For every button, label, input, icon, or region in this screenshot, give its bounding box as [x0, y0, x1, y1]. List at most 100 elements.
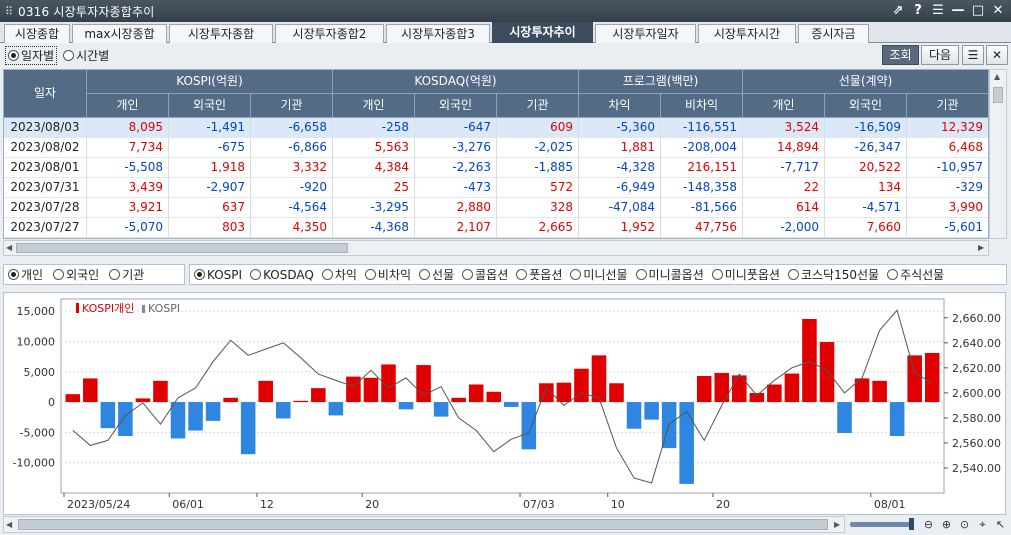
investor-radio[interactable]: 개인	[8, 266, 43, 283]
tab-market-summary[interactable]: 시장종합	[4, 24, 70, 43]
col-kosdaq-individual[interactable]: 개인	[333, 94, 415, 118]
bar	[135, 398, 151, 403]
crosshair-icon[interactable]: ⌖	[979, 518, 986, 531]
tab-investor-trend[interactable]: 시장투자추이	[492, 22, 593, 43]
market-radio-label: 미니선물	[583, 268, 628, 282]
bar	[889, 402, 905, 437]
help-icon[interactable]: ?	[914, 3, 922, 18]
col-kospi-foreign[interactable]: 외국인	[169, 94, 251, 118]
market-radio[interactable]: KOSDAQ	[250, 268, 314, 282]
market-radio[interactable]: 풋옵션	[516, 266, 562, 283]
table-row[interactable]: 2023/08/01 -5,508 1,918 3,332 4,384 -2,263 -1,…	[4, 158, 988, 178]
x-tick-label: 20	[716, 498, 730, 511]
chart-scrollbar[interactable]: ◀ ▶	[3, 516, 845, 533]
bar	[170, 402, 186, 439]
market-radio[interactable]: 차익	[321, 266, 357, 283]
col-kospi-individual[interactable]: 개인	[87, 94, 169, 118]
zoom-in-icon[interactable]: ⊕	[941, 518, 952, 531]
investor-chart[interactable]: 15,000 10,000 5,000 0 -5,000 -10,000 2,660.00 2…	[4, 293, 1005, 514]
col-kosdaq-institution[interactable]: 기관	[497, 94, 579, 118]
market-radio[interactable]: 콜옵션	[462, 266, 508, 283]
close-icon[interactable]: ✕	[992, 3, 1004, 18]
date-column-header[interactable]: 일자	[4, 70, 87, 118]
menu-icon[interactable]: ☰	[932, 3, 944, 18]
scroll-left-icon[interactable]: ◀	[6, 520, 13, 529]
market-radio-label: 코스닥150선물	[800, 268, 880, 282]
tab-investor-time[interactable]: 시장투자시간	[698, 24, 796, 43]
tab-max-market-summary[interactable]: max시장종합	[72, 24, 167, 43]
zoom-reset-icon[interactable]: ⊙	[959, 518, 970, 531]
market-radio[interactable]: 미니선물	[570, 266, 628, 283]
bar	[398, 402, 414, 410]
scroll-thumb[interactable]	[18, 519, 828, 530]
close-panel-button[interactable]: ✕	[986, 45, 1008, 65]
bar	[258, 380, 273, 403]
col-futures-foreign[interactable]: 외국인	[825, 94, 907, 118]
window-title: 0316 시장투자자종합추이	[18, 4, 155, 19]
zoom-slider[interactable]	[850, 518, 914, 530]
zoom-knob[interactable]	[909, 518, 914, 530]
market-radio[interactable]: KOSPI	[194, 268, 242, 282]
maximize-icon[interactable]: □	[971, 3, 985, 18]
col-futures-individual[interactable]: 개인	[743, 94, 825, 118]
minimize-icon[interactable]: —	[951, 3, 965, 18]
table-row[interactable]: 2023/07/31 3,439 -2,907 -920 25 -473 572 -6,949…	[4, 178, 988, 198]
col-futures-institution[interactable]: 기관	[907, 94, 988, 118]
bar	[837, 402, 852, 433]
tab-market-funds[interactable]: 증시자금	[798, 24, 869, 43]
tab-investor-summary-2[interactable]: 시장투자종합2	[275, 24, 384, 43]
grip-icon[interactable]: ⠿	[4, 4, 14, 18]
pointer-icon[interactable]: ↖	[995, 518, 1006, 531]
list-view-button[interactable]: ☰	[962, 45, 984, 65]
tab-investor-summary[interactable]: 시장투자종합	[169, 24, 273, 43]
zoom-out-icon[interactable]: ⊖	[923, 518, 934, 531]
col-program-nonarbitrage[interactable]: 비차익	[661, 94, 743, 118]
scroll-up-icon[interactable]: ▲	[994, 72, 1001, 81]
inquiry-button[interactable]: 조회	[882, 45, 919, 65]
value-cell: -7,717	[743, 158, 825, 178]
col-kosdaq-foreign[interactable]: 외국인	[415, 94, 497, 118]
bar	[819, 342, 835, 403]
investor-radio[interactable]: 기관	[109, 266, 144, 283]
table-horizontal-scrollbar[interactable]: ◀ ▶	[3, 240, 989, 256]
table-vertical-scrollbar[interactable]: ▲	[989, 69, 1007, 239]
market-radio[interactable]: 코스닥150선물	[787, 266, 880, 283]
value-cell: 7,660	[825, 218, 907, 238]
chart-panel[interactable]: 15,000 10,000 5,000 0 -5,000 -10,000 2,660.00 2…	[3, 292, 1006, 515]
radio-dot	[516, 269, 528, 280]
scroll-right-icon[interactable]: ▶	[834, 520, 841, 529]
col-kospi-institution[interactable]: 기관	[251, 94, 333, 118]
value-cell: 25	[333, 178, 415, 198]
scroll-thumb[interactable]	[16, 243, 348, 253]
value-cell: -47,084	[579, 198, 661, 218]
table-row[interactable]: 2023/07/28 3,921 637 -4,564 -3,295 2,880 328 -4…	[4, 198, 988, 218]
table-row[interactable]: 2023/08/02 7,734 -675 -6,866 5,563 -3,276 -2,0…	[4, 138, 988, 158]
radio-time[interactable]: 시간별	[63, 47, 109, 64]
next-button[interactable]: 다음	[921, 45, 959, 65]
market-radio[interactable]: 미니콜옵션	[635, 266, 704, 283]
value-cell: -26,347	[825, 138, 907, 158]
scroll-left-icon[interactable]: ◀	[6, 243, 13, 252]
tab-investor-daily[interactable]: 시장투자일자	[595, 24, 696, 43]
bar	[311, 388, 326, 403]
table-row[interactable]: 2023/08/03 8,095 -1,491 -6,658 -258 -647 609 -5…	[4, 118, 988, 138]
bar	[153, 380, 168, 403]
market-radio[interactable]: 미니풋옵션	[711, 266, 780, 283]
value-cell: -4,328	[579, 158, 661, 178]
scroll-right-icon[interactable]: ▶	[978, 243, 985, 252]
link-icon[interactable]: ⇗	[892, 3, 904, 18]
market-radio[interactable]: 선물	[419, 266, 454, 283]
scroll-thumb[interactable]	[993, 87, 1003, 103]
bar	[696, 375, 712, 403]
table-row[interactable]: 2023/07/27 -5,070 803 4,350 -4,368 2,107 2,665…	[4, 218, 988, 238]
investor-radio-label: 외국인	[66, 268, 100, 282]
value-cell: 637	[169, 198, 251, 218]
market-radio[interactable]: 비차익	[364, 266, 411, 283]
investor-table: 일자 KOSPI(억원) KOSDAQ(억원) 프로그램(백만) 선물(계약) …	[3, 69, 989, 239]
radio-daily[interactable]: 일자별	[5, 45, 58, 65]
col-program-arbitrage[interactable]: 차익	[579, 94, 661, 118]
tab-investor-summary-3[interactable]: 시장투자종합3	[386, 24, 490, 43]
market-radio[interactable]: 주식선물	[887, 266, 944, 283]
investor-radio[interactable]: 외국인	[53, 266, 99, 283]
